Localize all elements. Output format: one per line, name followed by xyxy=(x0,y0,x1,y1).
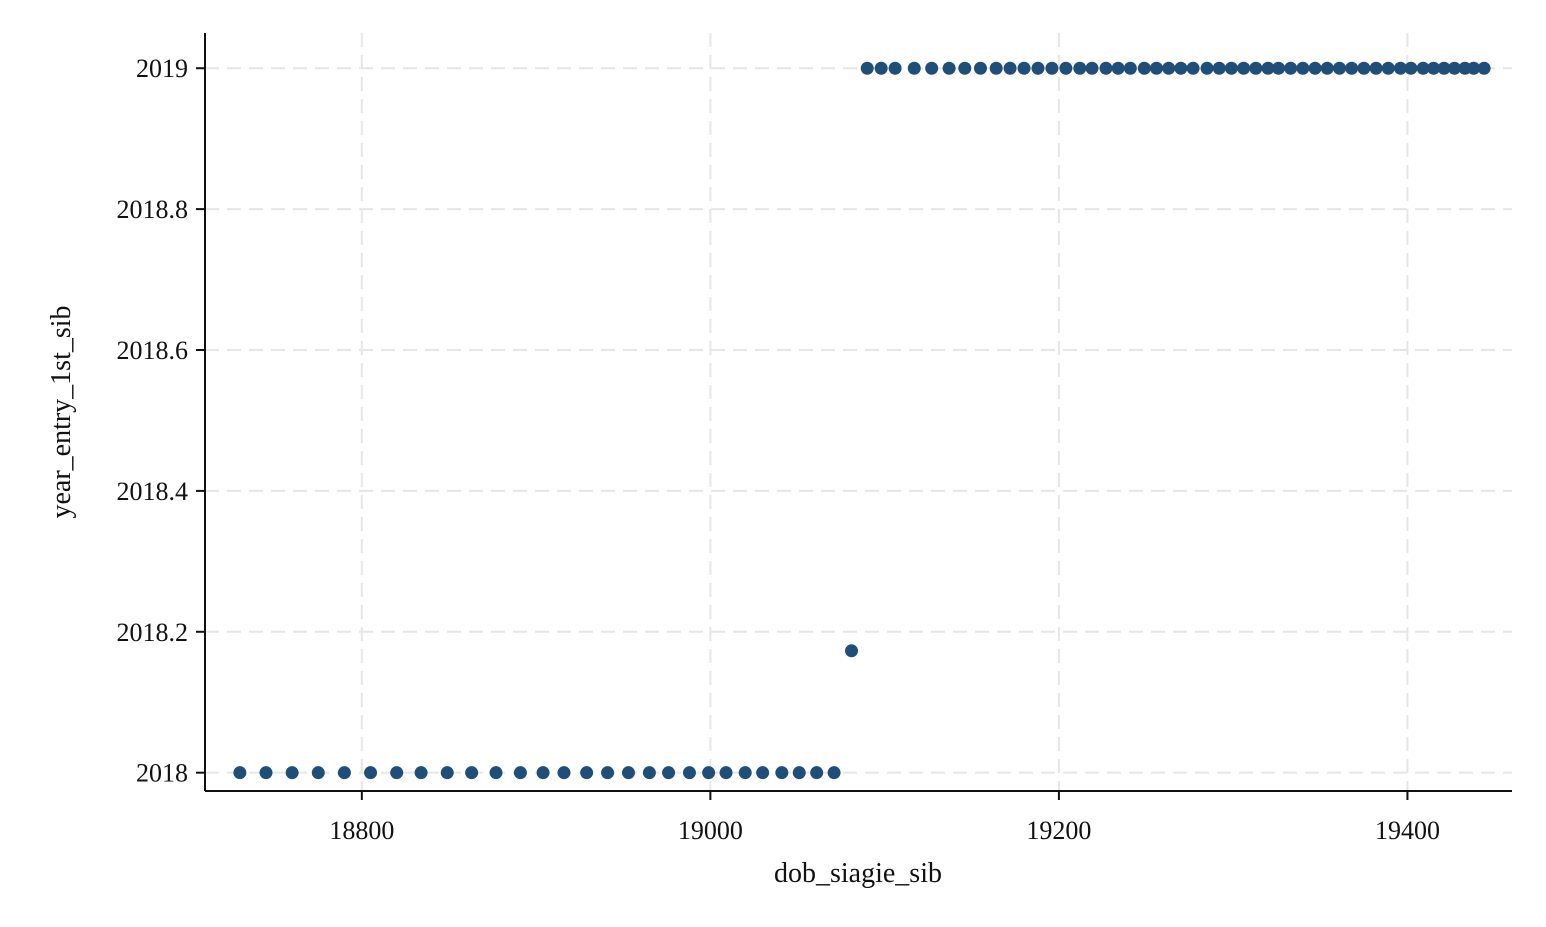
data-point xyxy=(1357,61,1371,75)
data-point xyxy=(1467,61,1481,75)
data-point xyxy=(1237,61,1251,75)
y-tick-label: 2019 xyxy=(136,54,188,83)
data-point xyxy=(1200,61,1214,75)
data-point xyxy=(414,766,428,780)
data-point xyxy=(1369,61,1383,75)
data-point xyxy=(1174,61,1188,75)
data-point xyxy=(1416,61,1430,75)
data-point xyxy=(1085,61,1099,75)
data-point xyxy=(775,766,789,780)
data-point xyxy=(1162,61,1176,75)
data-point xyxy=(557,766,571,780)
data-point xyxy=(1003,61,1017,75)
x-tick-label: 19200 xyxy=(1026,816,1091,845)
data-point xyxy=(827,766,841,780)
y-tick-label: 2018.8 xyxy=(117,195,189,224)
data-point xyxy=(738,766,752,780)
data-point xyxy=(1320,61,1334,75)
data-point xyxy=(1404,61,1418,75)
data-point xyxy=(465,766,479,780)
data-point xyxy=(364,766,378,780)
data-point xyxy=(973,61,987,75)
data-point xyxy=(1447,61,1461,75)
data-point xyxy=(682,766,696,780)
data-point xyxy=(233,766,247,780)
data-point xyxy=(1437,61,1451,75)
data-point xyxy=(1393,61,1407,75)
x-tick-label: 19000 xyxy=(678,816,743,845)
y-tick-label: 2018.2 xyxy=(117,618,189,647)
data-point xyxy=(1332,61,1346,75)
data-point xyxy=(1261,61,1275,75)
data-point xyxy=(311,766,325,780)
grid xyxy=(205,33,1512,791)
data-point xyxy=(860,61,874,75)
data-point xyxy=(874,61,888,75)
data-point xyxy=(989,61,1003,75)
data-point xyxy=(1224,61,1238,75)
data-point xyxy=(1149,61,1163,75)
data-point xyxy=(390,766,404,780)
data-point xyxy=(440,766,454,780)
data-points xyxy=(233,61,1491,780)
data-point xyxy=(536,766,550,780)
data-point xyxy=(792,766,806,780)
data-point xyxy=(1099,61,1113,75)
data-point xyxy=(1308,61,1322,75)
data-point xyxy=(942,61,956,75)
y-tick-label: 2018.6 xyxy=(117,336,189,365)
data-point xyxy=(259,766,273,780)
data-point xyxy=(1212,61,1226,75)
data-point xyxy=(888,61,902,75)
data-point xyxy=(810,766,824,780)
data-point xyxy=(1111,61,1125,75)
y-tick-label: 2018 xyxy=(136,759,188,788)
x-tick-label: 18800 xyxy=(329,816,394,845)
data-point xyxy=(1345,61,1359,75)
data-point xyxy=(1017,61,1031,75)
data-point xyxy=(662,766,676,780)
y-axis-title: year_entry_1st_sib xyxy=(46,305,77,518)
x-tick-label: 19400 xyxy=(1375,816,1440,845)
ticks: 18800 19000 19200 19400 2018 2018.2 2018.4 2018… xyxy=(117,54,1440,845)
data-point xyxy=(756,766,770,780)
data-point xyxy=(1186,61,1200,75)
data-point xyxy=(1137,61,1151,75)
data-point xyxy=(1073,61,1087,75)
data-point xyxy=(702,766,716,780)
x-axis-title: dob_siagie_sib xyxy=(774,858,942,889)
data-point xyxy=(601,766,615,780)
data-point xyxy=(958,61,972,75)
data-point xyxy=(337,766,351,780)
data-point xyxy=(1381,61,1395,75)
data-point xyxy=(1296,61,1310,75)
data-point xyxy=(1059,61,1073,75)
y-tick-label: 2018.4 xyxy=(117,477,189,506)
data-point xyxy=(621,766,635,780)
data-point xyxy=(1477,61,1491,75)
data-point xyxy=(489,766,503,780)
data-point xyxy=(580,766,594,780)
data-point xyxy=(907,61,921,75)
data-point xyxy=(719,766,733,780)
data-point xyxy=(925,61,939,75)
data-point xyxy=(513,766,527,780)
data-point xyxy=(1249,61,1263,75)
data-point xyxy=(1123,61,1137,75)
data-point xyxy=(1284,61,1298,75)
data-point xyxy=(1271,61,1285,75)
data-point xyxy=(642,766,656,780)
data-point xyxy=(1045,61,1059,75)
data-point xyxy=(845,644,859,658)
data-point xyxy=(285,766,299,780)
data-point xyxy=(1427,61,1441,75)
data-point xyxy=(1031,61,1045,75)
axes xyxy=(204,33,1512,792)
